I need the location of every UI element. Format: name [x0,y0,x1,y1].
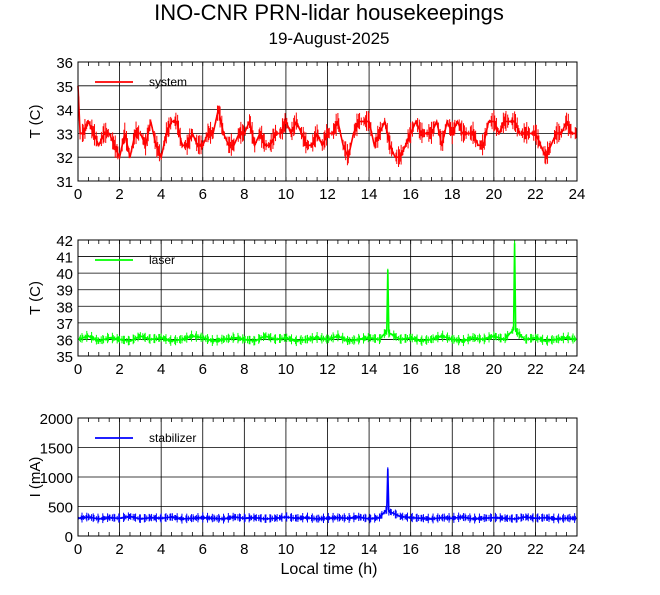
x-tick-label: 14 [361,541,378,558]
x-tick-label: 6 [199,186,207,203]
legend-label-stabilizer: stabilizer [149,431,196,445]
x-tick-label: 10 [278,541,295,558]
y-axis-label: I (mA) [27,457,44,498]
x-tick-label: 4 [157,186,165,203]
x-tick-label: 16 [402,541,419,558]
x-tick-label: 16 [402,361,419,378]
y-tick-label: 35 [56,349,73,366]
figure-title: INO-CNR PRN-lidar housekeepings [154,0,504,25]
x-tick-label: 14 [361,186,378,203]
y-tick-label: 42 [56,233,73,250]
x-axis-label: Local time (h) [281,561,378,578]
y-tick-label: 34 [56,103,73,120]
y-tick-label: 1000 [40,470,73,487]
figure-subtitle: 19-August-2025 [269,29,390,48]
x-tick-label: 8 [240,541,248,558]
x-tick-label: 6 [199,541,207,558]
y-tick-label: 500 [48,500,73,517]
plot-frame [77,239,578,357]
x-tick-label: 10 [278,186,295,203]
y-tick-label: 1500 [40,441,73,458]
x-tick-label: 20 [485,361,502,378]
x-tick-label: 2 [115,541,123,558]
plot-frame [77,61,578,182]
x-tick-label: 12 [319,541,336,558]
x-tick-label: 4 [157,541,165,558]
y-axis-label: T (C) [27,105,44,139]
series-noise-laser [77,240,577,347]
x-tick-label: 6 [199,361,207,378]
y-tick-label: 41 [56,250,73,267]
x-tick-label: 8 [240,361,248,378]
y-tick-label: 36 [56,332,73,349]
x-tick-label: 22 [527,186,544,203]
x-tick-label: 2 [115,186,123,203]
x-tick-label: 22 [527,361,544,378]
y-tick-label: 37 [56,316,73,333]
legend-label-laser: laser [149,253,175,267]
x-tick-label: 24 [569,361,586,378]
x-tick-label: 16 [402,186,419,203]
x-tick-label: 18 [444,186,461,203]
y-tick-label: 2000 [40,411,73,428]
y-tick-label: 38 [56,299,73,316]
x-tick-label: 22 [527,541,544,558]
x-tick-label: 0 [74,541,82,558]
x-tick-label: 10 [278,361,295,378]
x-tick-label: 24 [569,186,586,203]
x-tick-label: 20 [485,186,502,203]
y-tick-label: 33 [56,126,73,143]
x-tick-label: 20 [485,541,502,558]
x-tick-label: 4 [157,361,165,378]
x-tick-label: 24 [569,541,586,558]
x-tick-label: 0 [74,361,82,378]
x-tick-label: 14 [361,361,378,378]
y-tick-label: 31 [56,174,73,191]
y-tick-label: 32 [56,150,73,167]
y-tick-label: 0 [65,529,73,546]
x-tick-label: 18 [444,541,461,558]
y-tick-label: 40 [56,266,73,283]
y-tick-label: 39 [56,283,73,300]
x-tick-label: 0 [74,186,82,203]
x-tick-label: 12 [319,186,336,203]
plot-frame [77,417,578,537]
x-tick-label: 8 [240,186,248,203]
y-axis-label: T (C) [27,281,44,315]
legend-label-system: system [149,75,187,89]
y-tick-label: 35 [56,79,73,96]
x-tick-label: 2 [115,361,123,378]
x-tick-label: 18 [444,361,461,378]
series-noise-stabilizer [77,467,577,524]
x-tick-label: 12 [319,361,336,378]
series-noise-system [78,96,577,167]
y-tick-label: 36 [56,55,73,72]
